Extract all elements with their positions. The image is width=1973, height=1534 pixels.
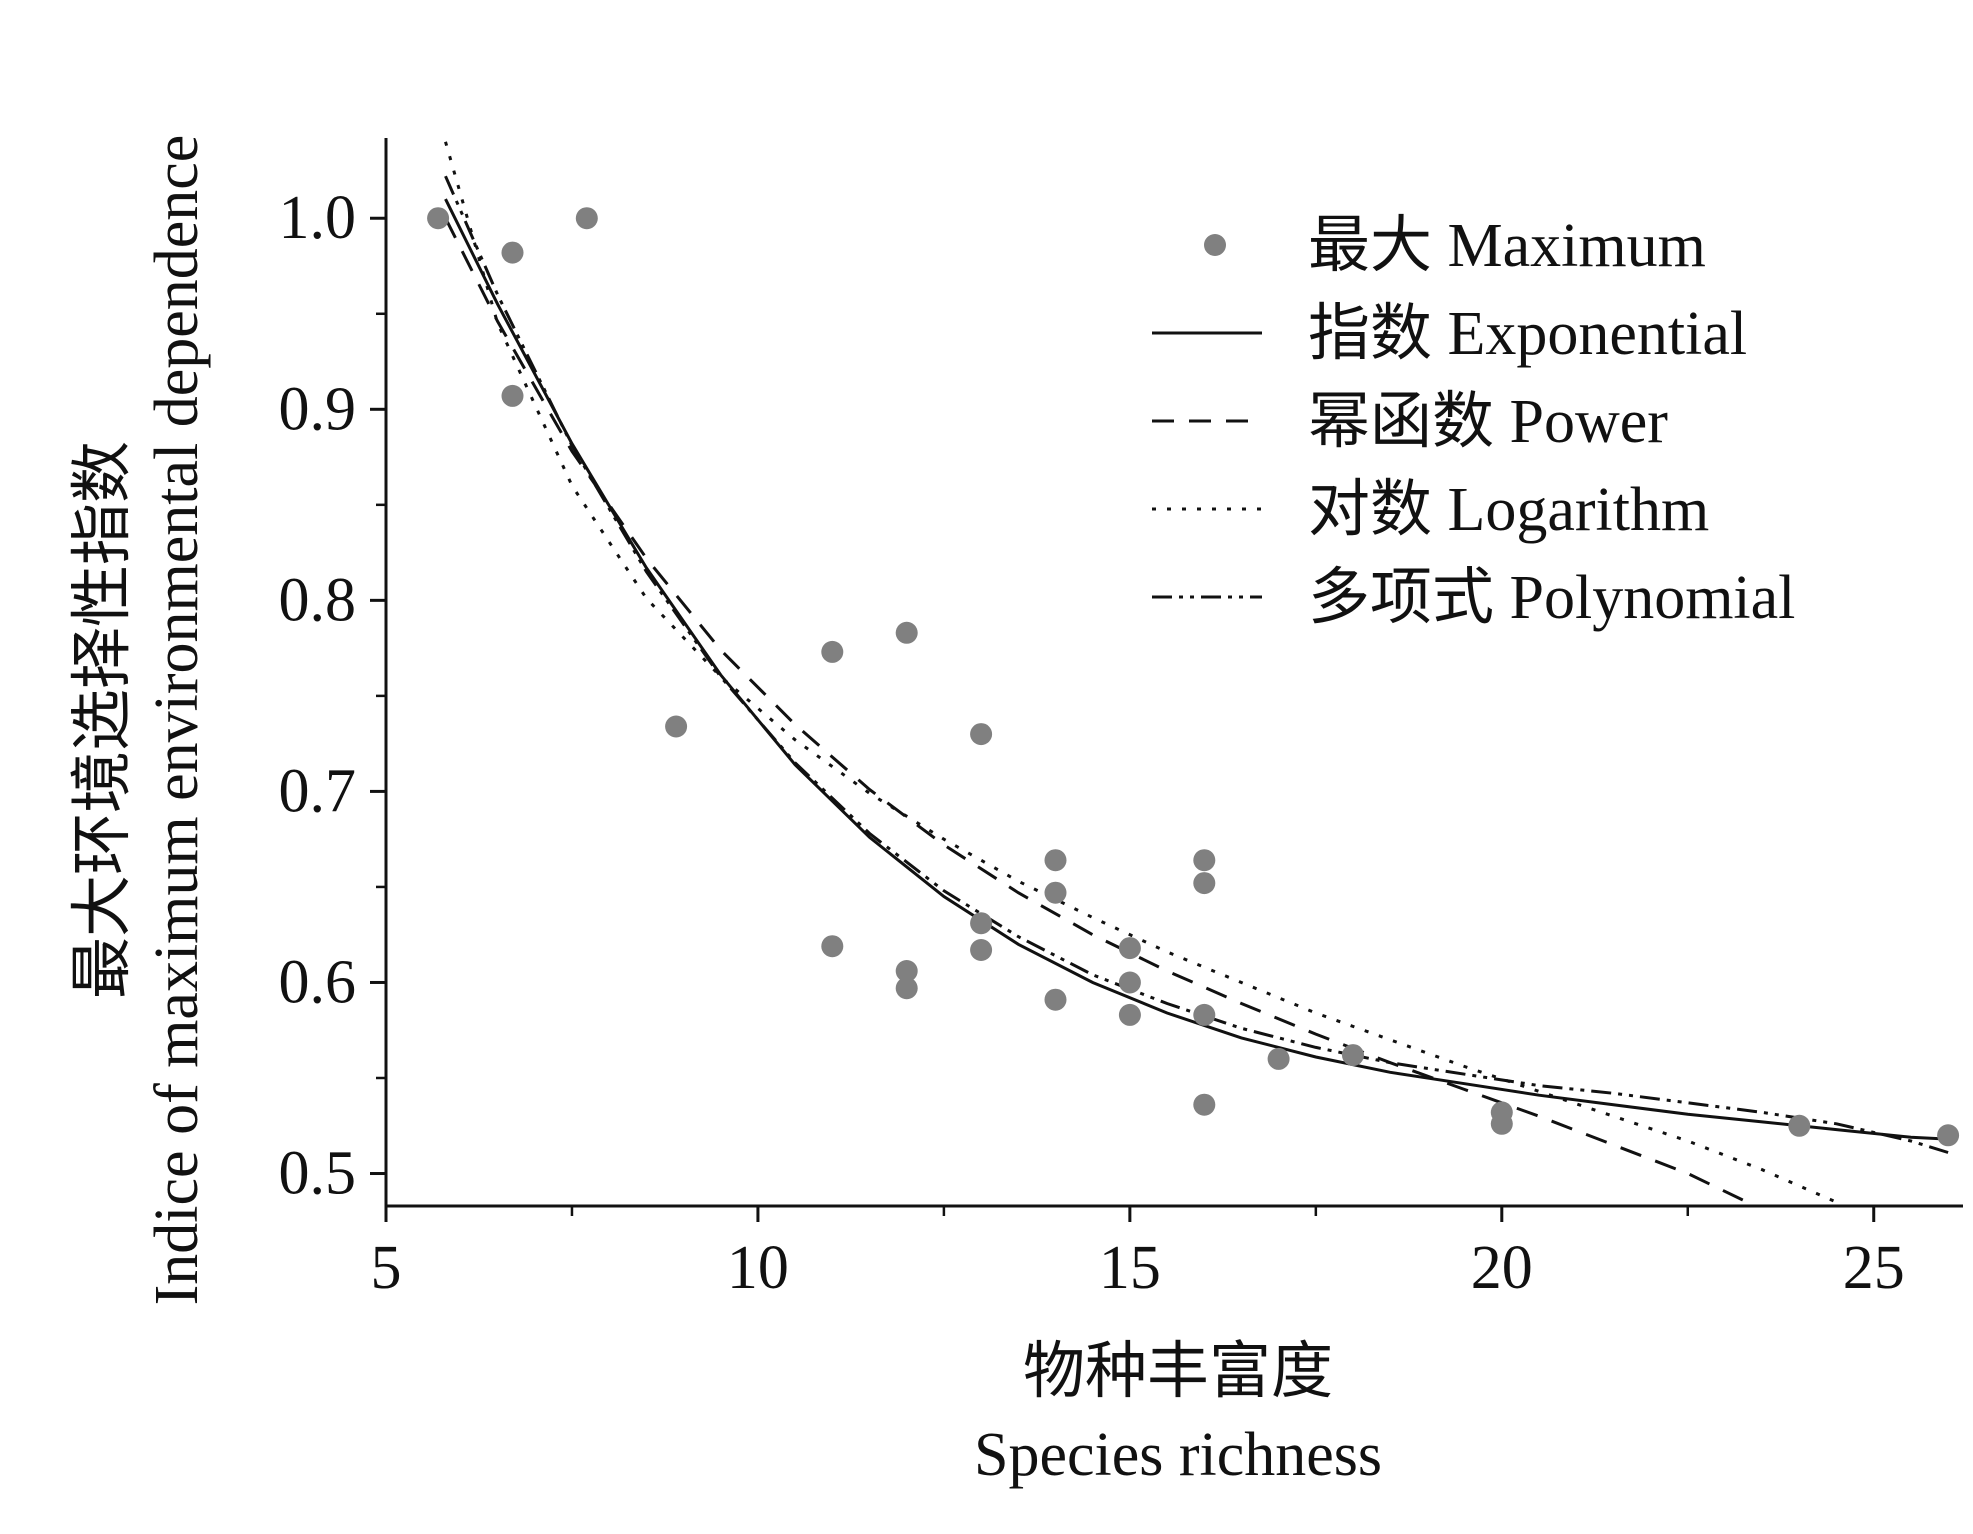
data-point <box>1937 1124 1960 1147</box>
plot-points <box>427 207 1960 1147</box>
y-tick-label: 0.5 <box>279 1140 357 1208</box>
data-point <box>1118 1003 1141 1026</box>
x-tick-label: 5 <box>371 1234 402 1302</box>
y-tick-label: 1.0 <box>279 184 357 252</box>
data-point <box>1788 1114 1811 1137</box>
data-point <box>1193 872 1216 895</box>
data-point <box>1490 1112 1513 1135</box>
y-tick-label: 0.7 <box>279 757 357 825</box>
data-point <box>895 977 918 1000</box>
data-point <box>970 939 993 961</box>
y-axis-title-cn: 最大环境选择性指数 <box>69 441 137 999</box>
legend: 最大 Maximum 指数 Exponential 幂函数 Power 对数 Loga… <box>1152 212 1795 632</box>
y-tick-label: 0.8 <box>279 566 357 634</box>
data-point <box>1044 988 1067 1011</box>
data-point <box>501 384 524 407</box>
legend-marker-points <box>1204 234 1226 256</box>
x-tick-label: 20 <box>1471 1234 1533 1302</box>
data-point <box>665 715 688 738</box>
y-axis-title-en: Indice of maximum environmental dependen… <box>143 135 211 1306</box>
data-point <box>821 640 844 663</box>
legend-label: 幂函数 Power <box>1308 388 1668 456</box>
x-tick-label: 10 <box>727 1234 789 1302</box>
data-point <box>1118 937 1141 960</box>
data-point <box>1118 971 1141 994</box>
data-point <box>501 241 524 264</box>
y-tick-label: 0.9 <box>279 375 357 443</box>
data-point <box>427 207 450 230</box>
x-tick-label: 25 <box>1843 1234 1905 1302</box>
x-axis-title-en: Species richness <box>974 1421 1382 1489</box>
data-point <box>1193 1093 1216 1116</box>
x-axis-title-cn: 物种丰富度 <box>1023 1338 1333 1406</box>
data-point <box>970 723 993 746</box>
legend-label: 多项式 Polynomial <box>1308 564 1795 632</box>
data-point <box>1193 1003 1216 1026</box>
y-tick-label: 0.6 <box>279 948 357 1016</box>
x-tick-label: 15 <box>1099 1234 1161 1302</box>
data-point <box>1193 849 1216 872</box>
data-point <box>1342 1044 1364 1067</box>
data-point <box>821 935 844 958</box>
data-point <box>575 207 598 230</box>
data-point <box>1267 1047 1290 1070</box>
axes <box>370 138 1963 1222</box>
legend-label: 指数 Exponential <box>1308 300 1747 368</box>
legend-label: 最大 Maximum <box>1308 212 1706 280</box>
tick-labels: 5 10 15 20 25 0.5 0.6 0.7 0.8 0.9 1.0 <box>279 184 1905 1302</box>
data-point <box>1044 881 1067 904</box>
series-line-dotted <box>444 141 1838 1204</box>
data-point <box>895 960 918 982</box>
data-point <box>895 621 918 644</box>
data-point <box>1044 849 1067 872</box>
series-line-dashdotdot <box>444 175 1949 1154</box>
legend-label: 对数 Logarithm <box>1308 476 1709 544</box>
data-point <box>970 912 993 935</box>
